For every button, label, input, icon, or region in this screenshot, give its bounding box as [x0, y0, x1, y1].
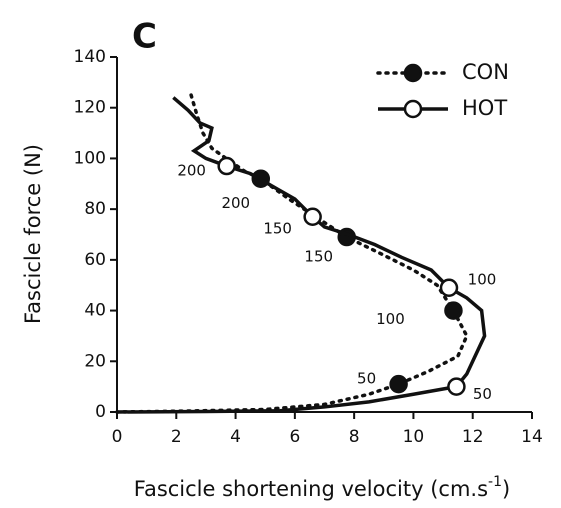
x-title-sup: -1: [488, 474, 502, 490]
series-line: [115, 93, 469, 414]
legend-marker: [403, 99, 423, 119]
y-tick-label: 0: [95, 402, 106, 422]
x-title-text: Fascicle shortening velocity (cm.s: [134, 477, 488, 501]
x-tick-label: 8: [349, 427, 360, 447]
x-tick-label: 14: [521, 427, 543, 447]
y-tick-label: 80: [84, 199, 106, 219]
y-tick-label: 20: [84, 351, 106, 371]
y-tick-label: 60: [84, 250, 106, 270]
y-axis-title: Fascicle force (N): [21, 144, 45, 324]
marker-label: 150: [263, 219, 292, 237]
x-tick-label: 0: [112, 427, 123, 447]
marker-label: 200: [177, 162, 206, 180]
panel-label: C: [132, 17, 157, 57]
marker: [303, 207, 322, 226]
x-tick-label: 10: [403, 427, 425, 447]
legend-label: HOT: [462, 96, 507, 120]
x-tick-label: 12: [462, 427, 484, 447]
y-tick-label: 140: [74, 47, 106, 67]
marker: [444, 301, 463, 320]
marker: [439, 278, 459, 297]
x-title-end: ): [502, 477, 510, 501]
y-tick-label: 120: [74, 98, 106, 118]
marker-label: 100: [468, 270, 497, 288]
marker-label: 50: [357, 370, 376, 388]
x-tick-label: 4: [230, 427, 241, 447]
series-line: [116, 96, 487, 414]
y-tick-label: 40: [84, 301, 106, 321]
marker-label: 100: [376, 310, 405, 328]
x-axis-title: Fascicle shortening velocity (cm.s-1): [134, 474, 510, 501]
marker-label: 200: [221, 194, 250, 212]
marker-label: 50: [473, 385, 492, 403]
marker: [389, 374, 408, 394]
marker: [217, 156, 236, 176]
y-tick-label: 100: [74, 148, 106, 168]
marker-label: 150: [304, 248, 333, 266]
legend-label: CON: [462, 60, 509, 84]
legend-marker: [403, 63, 423, 83]
x-tick-label: 2: [171, 427, 182, 447]
x-tick-label: 6: [289, 427, 300, 447]
marker: [447, 377, 466, 396]
